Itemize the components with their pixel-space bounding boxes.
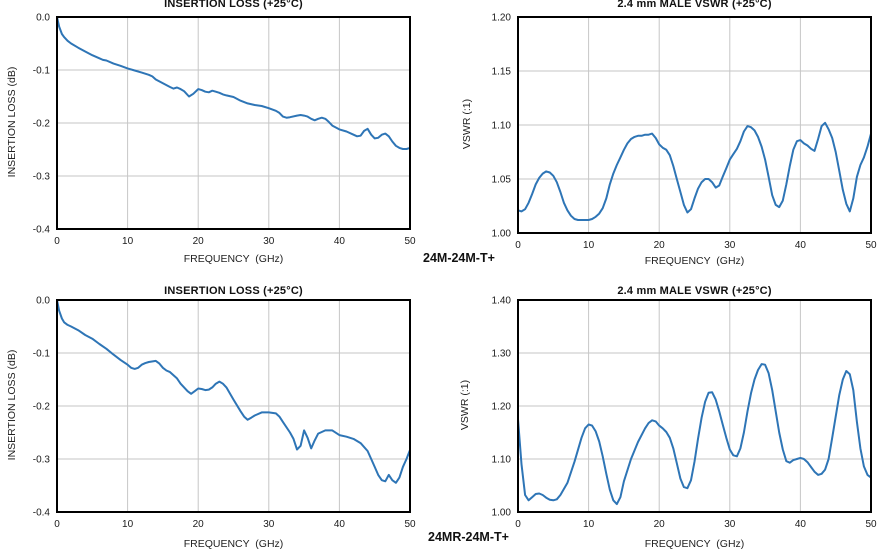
x-axis-label: FREQUENCY (GHz) (644, 255, 745, 267)
y-axis-label: INSERTION LOSS (dB) (6, 349, 18, 461)
chart-title: INSERTION LOSS (+25°C) (164, 285, 303, 297)
x-tick-label: 40 (334, 519, 346, 530)
x-tick-label: 40 (795, 240, 807, 251)
y-tick-label: -0.1 (33, 349, 51, 360)
y-tick-label: 1.30 (492, 349, 512, 360)
y-tick-label: 1.20 (492, 402, 512, 413)
x-tick-label: 20 (654, 240, 666, 251)
vswr-24MR-24M-curve (517, 363, 872, 506)
gridlines (518, 17, 871, 233)
plot-border (56, 299, 411, 513)
insertion-loss-plot-top: 0 10 20 30 40 50 0.0 -0.1 -0.2 -0.3 -0.4 (33, 13, 416, 248)
y-tick-label: -0.2 (33, 402, 51, 413)
x-tick-label: 10 (122, 519, 134, 530)
y-tick-label: -0.4 (33, 508, 51, 519)
y-tick-label: -0.2 (33, 119, 51, 130)
x-tick-label: 30 (263, 519, 275, 530)
x-axis-label: FREQUENCY (GHz) (644, 538, 745, 550)
y-tick-label: 1.15 (492, 67, 512, 78)
y-tick-label: 1.00 (492, 508, 512, 519)
chart-title: 2.4 mm MALE VSWR (+25°C) (617, 285, 772, 297)
x-tick-label: 20 (654, 519, 666, 530)
insertion-loss-plot-bottom: 0 10 20 30 40 50 0.0 -0.1 -0.2 -0.3 -0.4 (33, 296, 416, 531)
gridlines (57, 300, 410, 512)
y-tick-label: 0.0 (36, 296, 50, 307)
tick-labels: 0 10 20 30 40 50 0.0 -0.1 -0.2 -0.3 -0.4 (33, 296, 416, 531)
x-tick-label: 20 (193, 236, 205, 247)
x-tick-label: 30 (724, 519, 736, 530)
insertion-loss-24MR-24M-curve (56, 299, 411, 484)
x-tick-label: 30 (724, 240, 736, 251)
part-number-label-bottom: 24MR-24M-T+ (428, 530, 509, 544)
y-axis-label: VSWR (:1) (459, 379, 471, 431)
x-axis-label: FREQUENCY (GHz) (183, 253, 284, 265)
y-tick-label: 0.0 (36, 13, 50, 24)
x-tick-label: 10 (122, 236, 134, 247)
y-tick-label: 1.00 (492, 229, 512, 240)
x-tick-label: 10 (583, 519, 595, 530)
y-tick-label: 1.20 (492, 13, 512, 24)
chart-panel-insertion-loss-top: 0 10 20 30 40 50 0.0 -0.1 -0.2 -0.3 -0.4 INSERTION… (0, 0, 443, 278)
x-tick-label: 40 (795, 519, 807, 530)
chart-title: 2.4 mm MALE VSWR (+25°C) (617, 0, 772, 10)
tick-labels: 0 10 20 30 40 50 1.20 1.15 1.10 1.05 1.00 (492, 13, 877, 252)
x-tick-label: 50 (404, 519, 416, 530)
chart-panel-insertion-loss-bottom: 0 10 20 30 40 50 0.0 -0.1 -0.2 -0.3 -0.4 INSERTION… (0, 278, 443, 555)
y-tick-label: -0.4 (33, 225, 51, 236)
x-tick-label: 10 (583, 240, 595, 251)
x-tick-label: 0 (515, 519, 521, 530)
tick-labels: 0 10 20 30 40 50 1.40 1.30 1.20 1.10 1.00 (492, 296, 877, 531)
y-tick-label: -0.1 (33, 66, 51, 77)
x-tick-label: 40 (334, 236, 346, 247)
x-tick-label: 0 (54, 236, 60, 247)
x-axis-label: FREQUENCY (GHz) (183, 538, 284, 550)
gridlines (57, 17, 410, 229)
y-tick-label: -0.3 (33, 172, 51, 183)
y-tick-label: -0.3 (33, 455, 51, 466)
chart-title: INSERTION LOSS (+25°C) (164, 0, 303, 10)
x-tick-label: 50 (865, 519, 877, 530)
x-tick-label: 20 (193, 519, 205, 530)
y-tick-label: 1.10 (492, 455, 512, 466)
chart-panel-vswr-bottom: 0 10 20 30 40 50 1.40 1.30 1.20 1.10 1.00 2.4 mm M… (443, 278, 886, 555)
x-tick-label: 30 (263, 236, 275, 247)
y-tick-label: 1.05 (492, 175, 512, 186)
x-tick-label: 0 (515, 240, 521, 251)
gridlines (518, 300, 871, 512)
y-tick-label: 1.40 (492, 296, 512, 307)
plot-border (56, 16, 411, 230)
y-axis-label: VSWR (:1) (461, 98, 473, 150)
vswr-plot-bottom: 0 10 20 30 40 50 1.40 1.30 1.20 1.10 1.00 (492, 296, 877, 531)
y-tick-label: 1.10 (492, 121, 512, 132)
x-tick-label: 50 (865, 240, 877, 251)
y-axis-label: INSERTION LOSS (dB) (6, 66, 18, 178)
x-tick-label: 50 (404, 236, 416, 247)
plot-border (517, 299, 872, 513)
insertion-loss-24M-24M-curve (56, 16, 411, 150)
x-tick-label: 0 (54, 519, 60, 530)
vswr-24M-24M-curve (517, 121, 872, 221)
tick-labels: 0 10 20 30 40 50 0.0 -0.1 -0.2 -0.3 -0.4 (33, 13, 416, 248)
plot-border (517, 16, 872, 234)
part-number-label-top: 24M-24M-T+ (423, 251, 495, 265)
chart-panel-vswr-top: 0 10 20 30 40 50 1.20 1.15 1.10 1.05 1.00 2.4 mm M… (443, 0, 886, 278)
vswr-plot-top: 0 10 20 30 40 50 1.20 1.15 1.10 1.05 1.00 (492, 13, 877, 252)
